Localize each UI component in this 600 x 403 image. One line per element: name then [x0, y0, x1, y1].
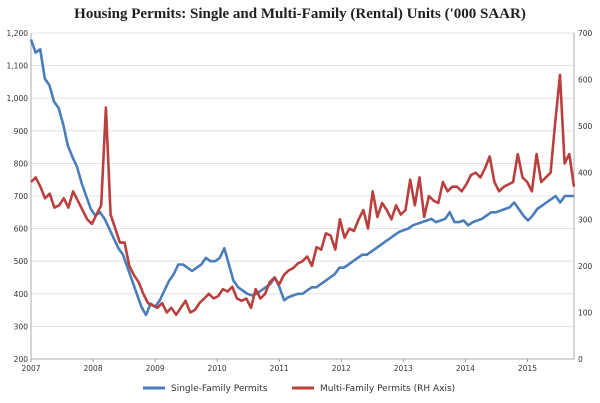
y-right-tick-label: 100	[578, 308, 593, 317]
y-right-tick-label: 400	[578, 169, 593, 178]
x-tick-label: 2010	[208, 364, 227, 373]
y-left-tick-label: 600	[14, 225, 29, 234]
y-left-tick-label: 900	[14, 127, 29, 136]
chart-title: Housing Permits: Single and Multi-Family…	[74, 6, 526, 22]
y-left-tick-label: 1,200	[7, 29, 29, 38]
x-tick-label: 2011	[270, 364, 289, 373]
y-right-tick-label: 500	[578, 122, 593, 131]
y-left-tick-label: 400	[14, 290, 29, 299]
y-right-tick-label: 0	[578, 355, 583, 364]
x-tick-label: 2012	[332, 364, 351, 373]
x-tick-label: 2007	[21, 364, 40, 373]
y-left-tick-label: 700	[14, 192, 29, 201]
multi-family-series-line	[30, 73, 576, 317]
x-tick-label: 2015	[518, 364, 537, 373]
y-right-tick-label: 200	[578, 262, 593, 271]
y-right-tick-label: 600	[578, 76, 593, 85]
y-left-tick-label: 800	[14, 159, 29, 168]
y-left-tick-label: 300	[14, 322, 29, 331]
x-tick-label: 2009	[146, 364, 165, 373]
y-left-tick-label: 1,100	[7, 62, 29, 71]
y-left-tick-label: 1,000	[7, 94, 29, 103]
x-tick-label: 2013	[394, 364, 413, 373]
y-right-tick-label: 300	[578, 215, 593, 224]
y-left-tick-label: 200	[14, 355, 29, 364]
single-family-series-line	[29, 39, 574, 317]
y-left-tick-label: 500	[14, 257, 29, 266]
legend-label: Single-Family Permits	[171, 384, 268, 394]
x-tick-label: 2014	[456, 364, 475, 373]
x-tick-label: 2008	[84, 364, 103, 373]
y-right-tick-label: 700	[578, 29, 593, 38]
legend-label: Multi-Family Permits (RH Axis)	[320, 384, 455, 394]
